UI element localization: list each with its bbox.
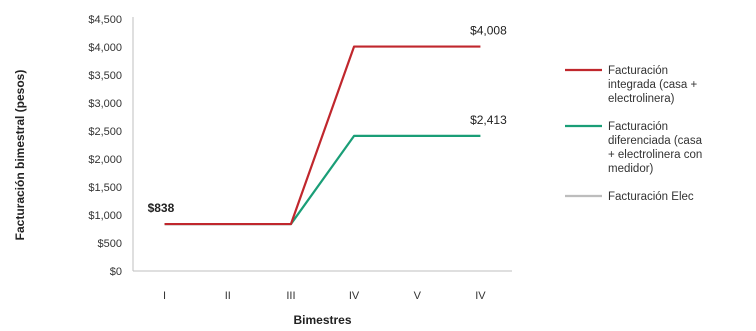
y-tick-label: $2,500 [88,126,122,138]
x-axis-title: Bimestres [293,313,351,327]
y-tick-label: $500 [98,238,122,250]
x-tick-label: IV [349,290,360,302]
series-lines [164,45,481,226]
legend-item: Facturación integrada (casa + electroliner… [565,65,697,105]
axes [132,17,512,272]
legend-label: medidor) [608,163,654,175]
data-label: $2,413 [470,113,507,127]
legend-label: Facturación [608,121,668,133]
data-labels: $838 $4,008 $2,413 [148,24,508,216]
y-tick-label: $4,000 [88,42,122,54]
legend-item: Facturación Elec [565,191,694,203]
legend-item: Facturación diferenciada (casa + electroli… [565,121,703,175]
legend-label: diferenciada (casa [608,135,703,147]
x-tick-label: V [414,290,422,302]
y-axis-title: Facturación bimestral (pesos) [13,70,27,241]
series-line [164,134,481,226]
y-tick-label: $1,000 [88,210,122,222]
y-tick-label: $3,500 [88,70,122,82]
y-tick-label: $2,000 [88,154,122,166]
data-label: $838 [148,201,175,215]
legend-label: electrolinera) [608,93,675,105]
legend: Facturación integrada (casa + electroliner… [565,65,703,203]
legend-label: Facturación Elec [608,191,694,203]
y-axis-ticks: $0 $500 $1,000 $1,500 $2,000 $2,500 $3,000 $3,5… [88,14,122,278]
series-line [164,45,481,226]
x-tick-label: III [286,290,295,302]
y-tick-label: $4,500 [88,14,122,26]
x-tick-label: I [163,290,166,302]
x-tick-label: IV [475,290,486,302]
data-label: $4,008 [470,24,507,38]
y-tick-label: $3,000 [88,98,122,110]
y-tick-label: $1,500 [88,182,122,194]
legend-label: Facturación [608,65,668,77]
legend-label: integrada (casa + [608,79,697,91]
legend-label: + electrolinera con [608,149,702,161]
x-tick-label: II [225,290,231,302]
y-tick-label: $0 [110,266,122,278]
x-axis-ticks: I II III IV V IV [163,290,486,302]
